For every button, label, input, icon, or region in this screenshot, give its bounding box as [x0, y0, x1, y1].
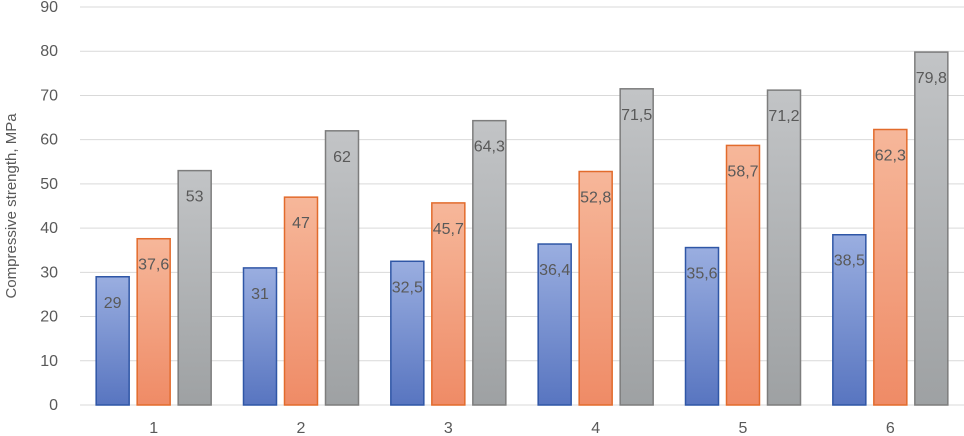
bar-series-3	[324, 130, 360, 406]
data-label: 47	[292, 215, 310, 232]
data-label: 35,6	[686, 266, 717, 283]
y-tick-label: 30	[40, 264, 58, 281]
data-label: 79,8	[916, 70, 947, 87]
bar-series-3	[914, 51, 949, 406]
bar-series-1	[242, 267, 278, 406]
data-label: 36,4	[539, 262, 570, 279]
bar-series-3	[472, 119, 507, 406]
data-label: 62	[333, 149, 351, 166]
data-label: 32,5	[392, 279, 423, 296]
data-label: 52,8	[580, 190, 611, 207]
y-tick-label: 70	[40, 87, 58, 104]
y-tick-label: 10	[40, 353, 58, 370]
data-label: 64,3	[474, 139, 505, 156]
y-tick-label: 40	[40, 220, 58, 237]
y-tick-label: 0	[49, 397, 58, 414]
bar-series-3	[766, 89, 802, 406]
y-tick-label: 90	[40, 0, 58, 16]
bar-series-2	[873, 128, 908, 406]
x-tick-label: 2	[297, 420, 306, 436]
data-label: 71,5	[621, 107, 652, 124]
data-label: 62,3	[875, 147, 906, 164]
y-tick-label: 60	[40, 132, 58, 149]
y-tick-labels: 0 10 20 30 40 50 60 70 80 90	[40, 0, 58, 414]
bar-series-2	[578, 170, 613, 406]
x-tick-labels: 1 2 3 4 5 6	[149, 420, 895, 436]
bar-series-2	[283, 196, 319, 406]
y-tick-label: 20	[40, 309, 58, 326]
x-tick-label: 3	[444, 420, 453, 436]
y-tick-label: 50	[40, 176, 58, 193]
x-tick-label: 4	[591, 420, 600, 436]
data-label: 53	[186, 189, 204, 206]
data-labels: 29 37,6 53 31 47 62 32,5 45,7 64,3 36,4 52,8 71,5 35…	[104, 70, 947, 312]
x-tick-label: 1	[149, 420, 158, 436]
bar-series-1	[537, 243, 572, 406]
bar-series-2	[136, 237, 171, 406]
gridlines	[80, 6, 964, 406]
bar-series-3	[619, 88, 654, 406]
bar-series-1	[832, 233, 867, 406]
bar-series-2	[725, 144, 761, 406]
data-label: 31	[251, 286, 269, 303]
bar-series-2	[431, 202, 466, 406]
data-label: 29	[104, 295, 122, 312]
y-tick-label: 80	[40, 43, 58, 60]
bar-series-1	[684, 246, 720, 406]
data-label: 45,7	[433, 221, 464, 238]
bar-series-1	[390, 260, 425, 406]
x-tick-label: 5	[739, 420, 748, 436]
data-label: 37,6	[138, 257, 169, 274]
bars	[95, 51, 949, 406]
data-label: 38,5	[834, 253, 865, 270]
bar-series-3	[177, 169, 212, 406]
bar-series-1	[95, 276, 130, 406]
data-label: 71,2	[768, 108, 799, 125]
x-tick-label: 6	[886, 420, 895, 436]
y-axis-title: Compressive strength, MPa	[3, 113, 20, 299]
data-label: 58,7	[727, 163, 758, 180]
